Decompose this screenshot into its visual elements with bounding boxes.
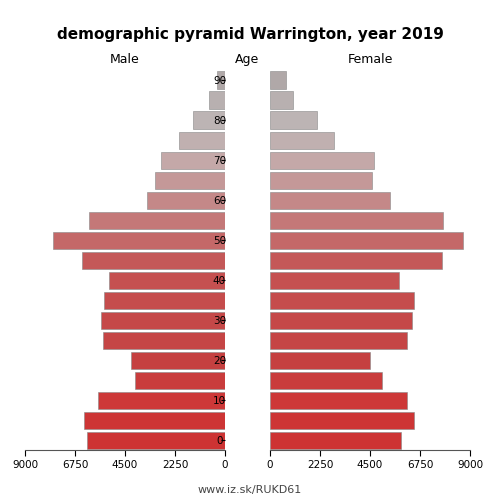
- Text: www.iz.sk/RUKD61: www.iz.sk/RUKD61: [198, 485, 302, 495]
- Bar: [270, 112, 316, 128]
- Bar: [180, 132, 225, 148]
- Bar: [270, 232, 464, 248]
- Bar: [270, 412, 414, 428]
- Bar: [270, 432, 401, 448]
- Bar: [217, 72, 225, 88]
- Bar: [270, 152, 374, 168]
- Bar: [270, 372, 382, 388]
- Bar: [160, 152, 225, 168]
- Bar: [270, 392, 406, 408]
- Bar: [103, 332, 225, 348]
- Bar: [270, 252, 442, 268]
- Title: Age: Age: [236, 53, 260, 66]
- Bar: [270, 172, 372, 188]
- Bar: [147, 192, 225, 208]
- Bar: [209, 92, 225, 108]
- Bar: [100, 312, 225, 328]
- Bar: [270, 332, 406, 348]
- Bar: [135, 372, 225, 388]
- Bar: [53, 232, 225, 248]
- Bar: [155, 172, 225, 188]
- Bar: [110, 272, 225, 288]
- Bar: [104, 292, 225, 308]
- Bar: [270, 312, 412, 328]
- Bar: [98, 392, 225, 408]
- Text: demographic pyramid Warrington, year 2019: demographic pyramid Warrington, year 201…: [56, 28, 444, 42]
- Bar: [270, 292, 414, 308]
- Bar: [270, 272, 399, 288]
- Bar: [270, 212, 444, 228]
- Bar: [130, 352, 225, 368]
- Bar: [87, 432, 225, 448]
- Title: Female: Female: [348, 53, 393, 66]
- Bar: [270, 72, 285, 88]
- Bar: [84, 412, 225, 428]
- Title: Male: Male: [110, 53, 140, 66]
- Bar: [270, 192, 390, 208]
- Bar: [194, 112, 225, 128]
- Bar: [90, 212, 225, 228]
- Bar: [270, 92, 293, 108]
- Bar: [270, 352, 370, 368]
- Bar: [270, 132, 334, 148]
- Bar: [82, 252, 225, 268]
